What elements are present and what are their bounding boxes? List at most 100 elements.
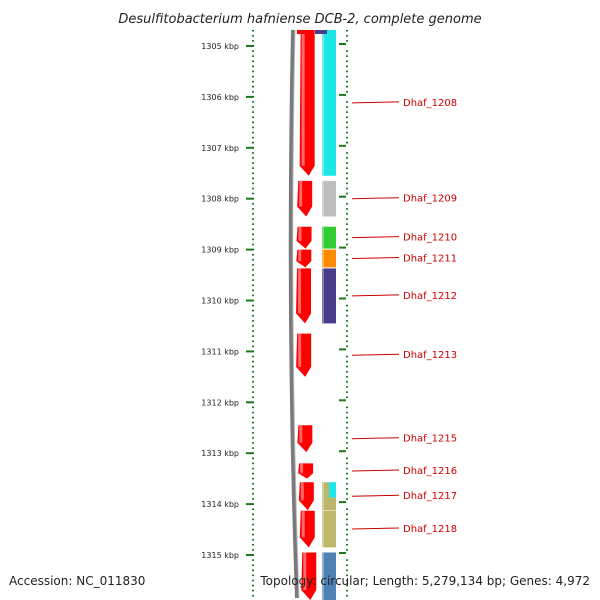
gene-label[interactable]: Dhaf_1211 [403, 254, 457, 265]
scale-minor-tick [252, 360, 254, 363]
right-minor-tick [346, 304, 348, 307]
left-scale: 1305 kbp 1306 kbp 1307 kbp 1308 kbp 1309 kbp… [201, 29, 254, 597]
scale-minor-tick [252, 416, 254, 419]
scale-minor-tick [252, 381, 254, 383]
right-minor-tick [346, 574, 348, 577]
right-minor-tick [346, 111, 348, 113]
gene-arrow-highlight [298, 268, 302, 314]
scale-minor-tick [252, 218, 254, 220]
scale-minor-tick [252, 462, 254, 465]
cog-bar-shine [322, 482, 324, 511]
gene-label[interactable]: Dhaf_1213 [403, 350, 457, 361]
right-minor-tick [346, 325, 348, 327]
gene-arrow-highlight [298, 226, 302, 241]
right-minor-tick [346, 462, 348, 465]
scale-minor-tick [252, 274, 254, 276]
scale-minor-tick [252, 136, 254, 139]
gene-label-leader [351, 527, 400, 530]
scale-minor-tick [252, 574, 254, 577]
scale-minor-tick [252, 569, 254, 572]
scale-minor-tick [252, 488, 254, 490]
cog-bar-partial [315, 30, 327, 34]
scale-tick-label: 1315 kbp [201, 551, 239, 560]
gene-arrow-highlight [299, 180, 303, 207]
scale-minor-tick [252, 314, 254, 317]
gene-arrow-highlight [299, 425, 303, 443]
right-minor-tick [346, 106, 348, 108]
scale-minor-tick [252, 304, 254, 307]
scale-minor-tick [252, 528, 254, 531]
right-minor-tick [346, 386, 348, 388]
cog-bar [322, 180, 336, 217]
scale-tick-label: 1313 kbp [201, 449, 239, 458]
scale-minor-tick [252, 294, 254, 297]
right-minor-tick [346, 309, 348, 312]
right-minor-tick [346, 569, 348, 572]
right-minor-tick [346, 406, 348, 409]
scale-minor-tick [252, 335, 254, 337]
scale-minor-tick [252, 106, 254, 108]
scale-minor-tick [252, 523, 254, 526]
scale-minor-tick [252, 330, 254, 332]
scale-minor-tick [252, 167, 254, 169]
scale-minor-tick [252, 345, 254, 348]
right-minor-tick [346, 411, 348, 414]
scale-tick-label: 1312 kbp [201, 398, 239, 407]
gene-label[interactable]: Dhaf_1218 [403, 524, 457, 535]
scale-tick-label: 1307 kbp [201, 144, 239, 153]
right-minor-tick [346, 579, 348, 582]
right-minor-tick [346, 376, 348, 378]
right-minor-tick [346, 85, 348, 88]
scale-tick-label: 1306 kbp [201, 93, 239, 102]
right-minor-tick [346, 498, 348, 500]
gene-arrow-partial[interactable] [297, 30, 311, 34]
gene-label[interactable]: Dhaf_1212 [403, 291, 457, 302]
right-minor-tick [346, 437, 348, 439]
accession-text: Accession: NC_011830 [9, 574, 146, 588]
gene-label-leader [351, 236, 400, 239]
scale-minor-tick [252, 264, 254, 266]
scale-minor-tick [252, 192, 254, 195]
scale-minor-tick [252, 182, 254, 185]
gene-label[interactable]: Dhaf_1216 [403, 466, 457, 477]
scale-minor-tick [252, 482, 254, 485]
scale-minor-tick [252, 426, 254, 429]
gene-label-leader [351, 469, 400, 472]
right-minor-tick [346, 202, 348, 205]
gene-label-leader [351, 437, 400, 440]
right-minor-tick [346, 340, 348, 343]
gene-label[interactable]: Dhaf_1217 [403, 491, 457, 502]
scale-minor-tick [252, 538, 254, 541]
scale-minor-tick [252, 406, 254, 409]
scale-minor-tick [252, 370, 254, 373]
scale-minor-tick [252, 284, 254, 287]
right-minor-tick [346, 50, 348, 52]
right-minor-tick [346, 258, 348, 261]
right-minor-tick [346, 508, 348, 510]
right-minor-tick [346, 355, 348, 358]
scale-minor-tick [252, 584, 254, 587]
cog-bar-shine [322, 268, 324, 324]
scale-minor-tick [252, 289, 254, 292]
scale-minor-tick [252, 309, 254, 312]
scale-minor-tick [252, 437, 254, 439]
gene-label[interactable]: Dhaf_1209 [403, 194, 457, 205]
right-minor-tick [346, 457, 348, 460]
gene-arrow-highlight [298, 249, 302, 262]
scale-minor-tick [252, 472, 254, 475]
gene-label[interactable]: Dhaf_1208 [403, 98, 457, 109]
scale-minor-tick [252, 544, 254, 546]
gene-label-leader [351, 294, 400, 297]
right-minor-tick [346, 269, 348, 271]
scale-minor-tick [252, 111, 254, 113]
scale-minor-tick [252, 533, 254, 536]
scale-minor-tick [252, 228, 254, 231]
scale-minor-tick [252, 579, 254, 582]
scale-minor-tick [252, 508, 254, 510]
right-minor-tick [346, 60, 348, 63]
scale-minor-tick [252, 101, 254, 103]
gene-label[interactable]: Dhaf_1215 [403, 434, 457, 445]
gene-label[interactable]: Dhaf_1210 [403, 233, 457, 244]
gene-arrow-highlight [300, 463, 304, 474]
right-minor-tick [346, 442, 348, 444]
